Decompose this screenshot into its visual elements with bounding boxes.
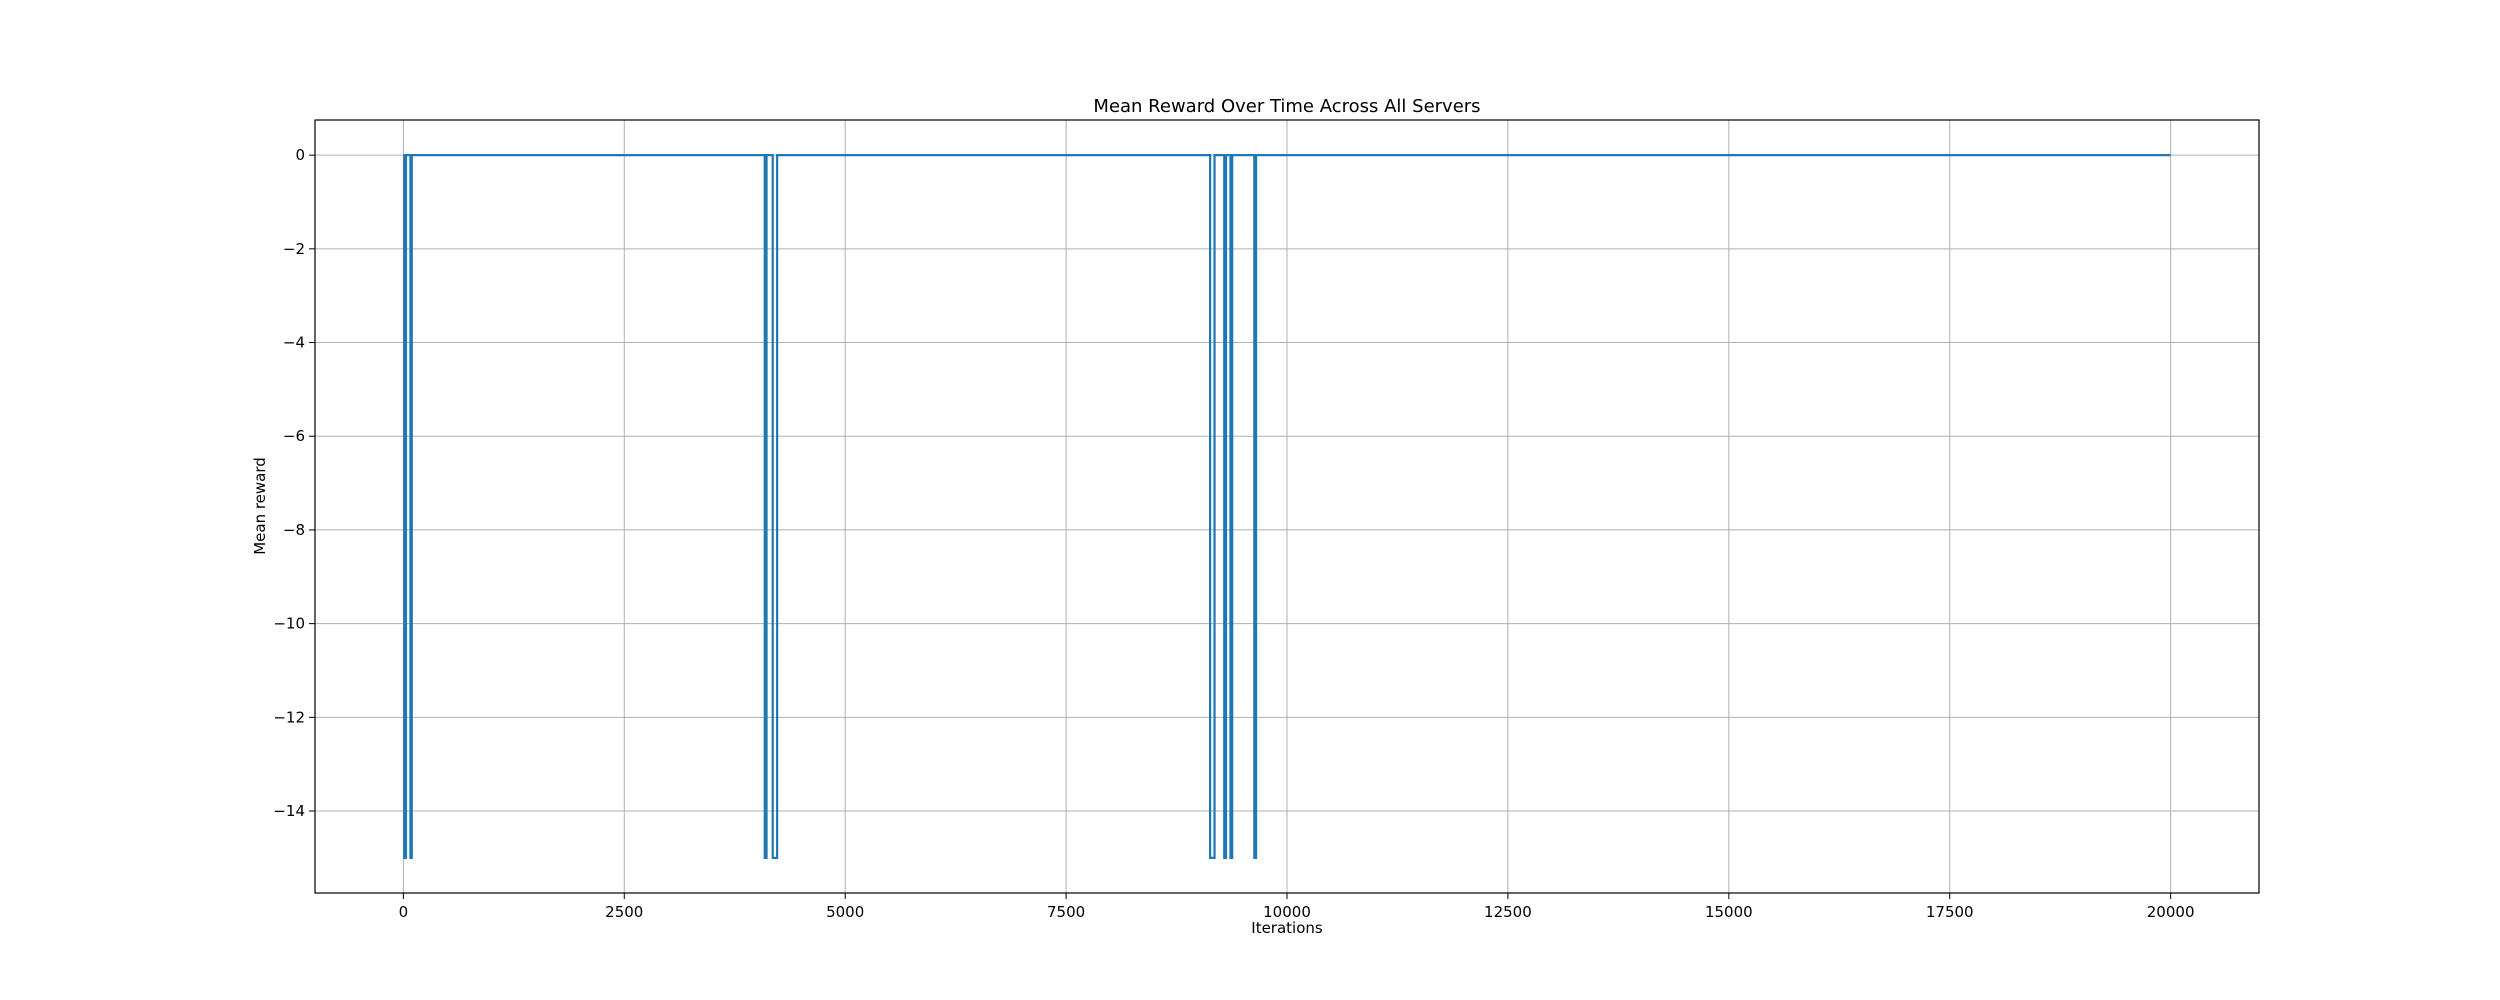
- y-tick-label: −2: [283, 240, 305, 258]
- x-tick-label: 12500: [1484, 903, 1532, 921]
- grid: [315, 120, 2259, 893]
- x-tick-label: 2500: [605, 903, 643, 921]
- y-tick-label: −6: [283, 427, 305, 445]
- y-axis-label: Mean reward: [251, 457, 269, 555]
- x-tick-label: 5000: [826, 903, 864, 921]
- x-tick-label: 15000: [1705, 903, 1753, 921]
- x-tick-label: 0: [399, 903, 409, 921]
- y-tick-label: −14: [273, 802, 305, 820]
- x-tick-label: 10000: [1263, 903, 1311, 921]
- x-tick-label: 7500: [1047, 903, 1085, 921]
- chart-title: Mean Reward Over Time Across All Servers: [1093, 96, 1480, 117]
- y-tick-label: −8: [283, 521, 305, 539]
- x-tick-label: 17500: [1926, 903, 1974, 921]
- y-tick-label: 0: [295, 146, 305, 164]
- series-layer: [403, 154, 2171, 859]
- y-tick-label: −4: [283, 334, 305, 352]
- x-tick-label: 20000: [2147, 903, 2195, 921]
- y-tick-label: −10: [273, 615, 305, 633]
- series-line-0: [403, 154, 2171, 859]
- y-tick-label: −12: [273, 708, 305, 726]
- x-axis-label: Iterations: [1251, 919, 1323, 937]
- ticks: 0 2500 5000 7500 10000 12500 15000 17500 20000 0 −…: [273, 146, 2194, 921]
